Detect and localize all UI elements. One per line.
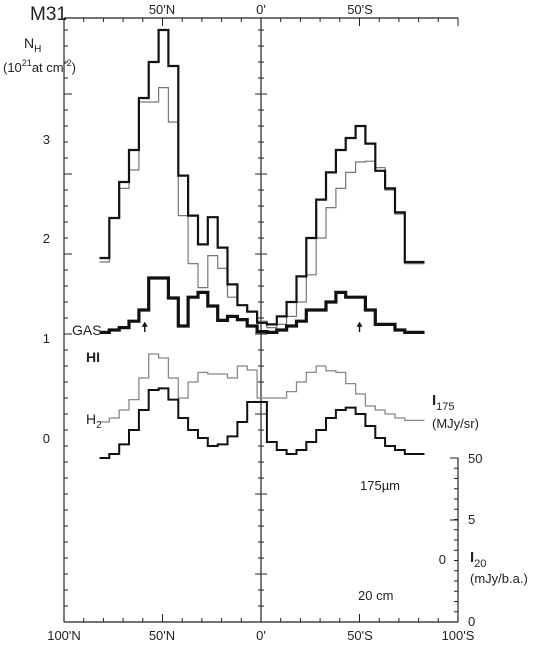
right-lower-tick-label: 0 (439, 552, 446, 567)
right-axis-label-20: I20 (470, 549, 486, 570)
label-hi: HI (86, 349, 100, 365)
right-axis-label-175: I175 (432, 392, 455, 413)
right-tick-label: 5 (468, 512, 475, 527)
y-tick-label: 2 (43, 231, 50, 246)
axis-ticks (63, 18, 459, 623)
x-tick-label-top: 50'S (347, 2, 373, 17)
arrow-marker-head (356, 321, 363, 327)
series-line-gas (99, 28, 425, 326)
left-axis-unit: (1021at cm-2) (3, 58, 76, 75)
x-tick-label-top: 50'N (149, 2, 175, 17)
arrow-marker-head (141, 321, 148, 327)
series-line-h2 (99, 276, 425, 334)
x-tick-label-bottom: 0' (256, 628, 266, 643)
right-axis-unit-20: (mJy/b.a.) (470, 571, 528, 586)
series-line-hi (99, 87, 425, 329)
x-tick-label-bottom: 100'S (442, 628, 475, 643)
x-tick-label-bottom: 50'S (347, 628, 373, 643)
x-tick-label-top: 0' (256, 2, 266, 17)
label-20cm: 20 cm (358, 588, 393, 603)
label-h2: H2 (86, 411, 102, 431)
right-tick-label: 0 (468, 614, 475, 629)
series-line-175um (99, 353, 425, 423)
chart-title: M31 (30, 4, 67, 25)
right-tick-label: 50 (468, 451, 482, 466)
series-line-20cm (99, 387, 425, 459)
label-175um: 175µm (360, 478, 400, 493)
x-tick-label-bottom: 100'N (47, 628, 81, 643)
series-layer (99, 28, 425, 459)
left-axis-label: NH (24, 35, 41, 55)
y-tick-label: 1 (43, 331, 50, 346)
right-axis-unit-175: (MJy/sr) (432, 416, 479, 431)
y-tick-label: 3 (43, 132, 50, 147)
arrow-markers (141, 321, 363, 332)
y-tick-label: 0 (43, 431, 50, 446)
x-tick-label-bottom: 50'N (149, 628, 175, 643)
label-gas: GAS (72, 322, 102, 338)
